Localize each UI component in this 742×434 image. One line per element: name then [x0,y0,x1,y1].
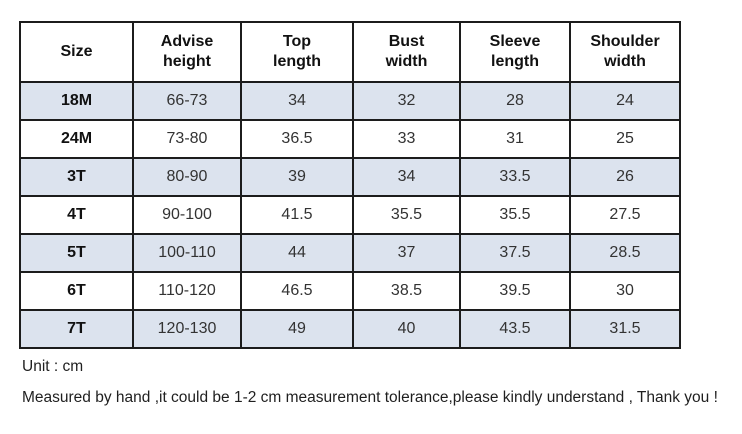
size-cell: 7T [19,309,134,349]
value-cell: 40 [352,309,461,349]
value-cell: 49 [240,309,354,349]
value-cell: 39.5 [459,271,571,311]
unit-label: Unit : cm [22,358,84,375]
value-cell: 38.5 [352,271,461,311]
value-cell: 66-73 [132,81,242,121]
size-cell: 24M [19,119,134,159]
value-cell: 34 [240,81,354,121]
value-cell: 25 [569,119,681,159]
column-header-top-length: Top length [240,21,354,83]
value-cell: 39 [240,157,354,197]
column-header-sleeve-length: Sleeve length [459,21,571,83]
column-header-advise-height: Advise height [132,21,242,83]
value-cell: 28.5 [569,233,681,273]
header-row: Size Advise height Top length Bust width… [19,21,681,83]
value-cell: 35.5 [352,195,461,235]
value-cell: 31.5 [569,309,681,349]
value-cell: 30 [569,271,681,311]
value-cell: 44 [240,233,354,273]
value-cell: 80-90 [132,157,242,197]
value-cell: 31 [459,119,571,159]
value-cell: 27.5 [569,195,681,235]
value-cell: 33 [352,119,461,159]
value-cell: 110-120 [132,271,242,311]
value-cell: 41.5 [240,195,354,235]
value-cell: 28 [459,81,571,121]
size-cell: 4T [19,195,134,235]
value-cell: 36.5 [240,119,354,159]
table-row: 18M 66-73 34 32 28 24 [19,81,681,121]
table-row: 24M 73-80 36.5 33 31 25 [19,119,681,159]
size-cell: 5T [19,233,134,273]
column-header-shoulder-width: Shoulder width [569,21,681,83]
table-row: 3T 80-90 39 34 33.5 26 [19,157,681,197]
value-cell: 43.5 [459,309,571,349]
value-cell: 120-130 [132,309,242,349]
size-cell: 18M [19,81,134,121]
value-cell: 37.5 [459,233,571,273]
table-row: 4T 90-100 41.5 35.5 35.5 27.5 [19,195,681,235]
table-row: 6T 110-120 46.5 38.5 39.5 30 [19,271,681,311]
table-row: 5T 100-110 44 37 37.5 28.5 [19,233,681,273]
value-cell: 37 [352,233,461,273]
value-cell: 34 [352,157,461,197]
size-chart-table: Size Advise height Top length Bust width… [19,21,681,349]
tolerance-note: Measured by hand ,it could be 1-2 cm mea… [22,389,718,406]
column-header-bust-width: Bust width [352,21,461,83]
size-chart-page: Size Advise height Top length Bust width… [19,21,718,406]
value-cell: 100-110 [132,233,242,273]
value-cell: 35.5 [459,195,571,235]
value-cell: 73-80 [132,119,242,159]
column-header-size: Size [19,21,134,83]
table-row: 7T 120-130 49 40 43.5 31.5 [19,309,681,349]
value-cell: 46.5 [240,271,354,311]
size-cell: 6T [19,271,134,311]
value-cell: 32 [352,81,461,121]
value-cell: 24 [569,81,681,121]
value-cell: 33.5 [459,157,571,197]
size-cell: 3T [19,157,134,197]
value-cell: 26 [569,157,681,197]
value-cell: 90-100 [132,195,242,235]
